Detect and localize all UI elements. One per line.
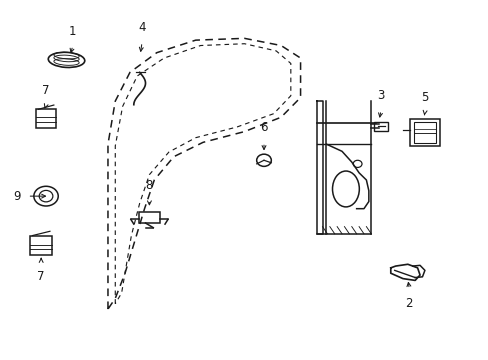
Text: 3: 3 [377,89,384,102]
Text: 2: 2 [405,297,412,310]
Text: 6: 6 [260,121,267,134]
Text: 1: 1 [69,24,77,38]
Text: 7: 7 [42,84,50,97]
Text: 9: 9 [14,190,21,203]
Text: 7: 7 [38,270,45,283]
Text: 5: 5 [420,91,427,104]
Text: 8: 8 [145,179,153,192]
Text: 4: 4 [138,21,145,34]
